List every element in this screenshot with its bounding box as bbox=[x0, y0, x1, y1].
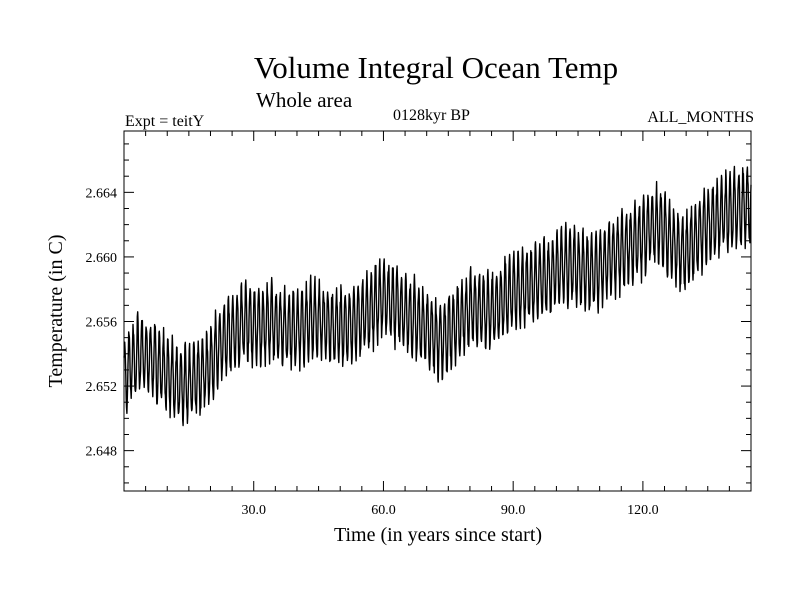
y-tick-label: 2.652 bbox=[86, 380, 118, 395]
chart-subtitle: Whole area bbox=[256, 88, 353, 112]
y-axis-label: Temperature (in C) bbox=[45, 235, 67, 388]
x-tick-label: 60.0 bbox=[371, 503, 396, 518]
series-group bbox=[123, 165, 752, 427]
y-tick-label: 2.648 bbox=[86, 445, 118, 460]
chart-title: Volume Integral Ocean Temp bbox=[253, 50, 619, 85]
series-line bbox=[123, 165, 752, 427]
period-label: 0128kyr BP bbox=[393, 107, 470, 124]
x-tick-label: 30.0 bbox=[241, 503, 266, 518]
y-tick-label: 2.660 bbox=[86, 251, 118, 266]
x-tick-label: 90.0 bbox=[501, 503, 526, 518]
experiment-label: Expt = teitY bbox=[125, 113, 205, 130]
axis-ticks bbox=[124, 131, 751, 491]
months-label: ALL_MONTHS bbox=[647, 109, 754, 126]
plot-frame bbox=[123, 130, 752, 492]
y-tick-label: 2.664 bbox=[86, 186, 118, 201]
y-tick-label: 2.656 bbox=[86, 315, 118, 330]
axis-tick-labels: 2.648 2.652 2.656 2.660 2.664 30.0 60.0 90.0 120… bbox=[86, 186, 659, 518]
x-axis-label: Time (in years since start) bbox=[334, 524, 542, 546]
x-tick-label: 120.0 bbox=[627, 503, 659, 518]
